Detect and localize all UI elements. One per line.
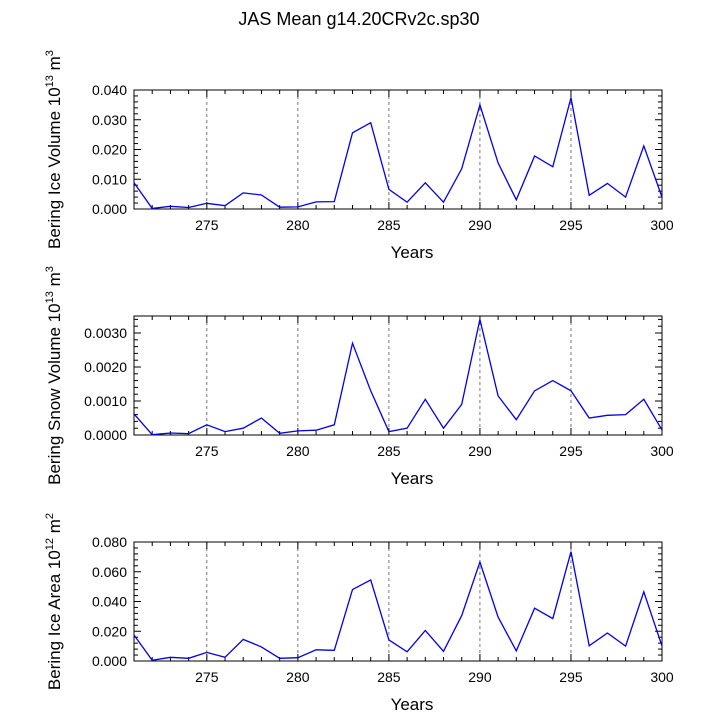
y-axis-title-exponent: 13 <box>44 75 56 87</box>
y-axis-title-unit: m <box>45 56 64 75</box>
y-tick-label: 0.060 <box>92 564 127 580</box>
panel-snow-volume: 275 280 285 290 295 300 0.0000 0.0010 0.0020 0.00… <box>44 266 674 488</box>
x-tick-label: 285 <box>377 217 401 233</box>
chart-panels: 275 280 285 290 295 300 0.000 0.010 0.020 0.030 0.… <box>44 50 674 714</box>
y-tick-label: 0.040 <box>92 594 127 610</box>
x-axis-title: Years <box>391 243 434 262</box>
x-tick-label: 300 <box>650 669 674 685</box>
y-axis-title: Bering Ice Area 1012 m2 <box>44 513 64 690</box>
y-tick-label: 0.020 <box>92 623 127 639</box>
x-tick-label: 300 <box>650 443 674 459</box>
y-tick-label: 0.040 <box>92 82 127 98</box>
x-tick-label: 280 <box>286 217 310 233</box>
y-tick-label: 0.0020 <box>84 359 127 375</box>
y-tick-label: 0.0030 <box>84 325 127 341</box>
x-tick-label: 285 <box>377 669 401 685</box>
y-axis-title-exponent: 12 <box>44 538 56 550</box>
chart-title: JAS Mean g14.20CRv2c.sp30 <box>238 9 479 29</box>
plot-frame <box>133 315 663 436</box>
y-axis-title-unit-exponent: 2 <box>44 513 56 519</box>
y-axis-title-text: Bering Snow Volume 10 <box>45 303 64 484</box>
y-tick-label: 0.0010 <box>84 393 127 409</box>
y-axis-title-text: Bering Ice Area 10 <box>45 550 64 690</box>
x-tick-label: 280 <box>286 669 310 685</box>
x-tick-label: 275 <box>195 217 219 233</box>
panel-ice-area: 275 280 285 290 295 300 0.000 0.020 0.040 0.060 0.… <box>44 513 674 714</box>
series-line-ice-area <box>133 551 663 662</box>
x-tick-label: 295 <box>559 669 583 685</box>
y-tick-label: 0.000 <box>92 653 127 669</box>
panel-ice-volume: 275 280 285 290 295 300 0.000 0.010 0.020 0.030 0.… <box>44 50 674 262</box>
x-tick-label: 290 <box>468 217 492 233</box>
y-axis-title-unit: m <box>45 272 64 291</box>
x-axis-title: Years <box>391 695 434 714</box>
x-tick-label: 285 <box>377 443 401 459</box>
series-line-snow-volume <box>133 319 663 436</box>
y-tick-label: 0.010 <box>92 171 127 187</box>
x-axis-title: Years <box>391 469 434 488</box>
x-tick-label: 290 <box>468 443 492 459</box>
y-axis-title-unit-exponent: 3 <box>44 266 56 272</box>
x-tick-label: 280 <box>286 443 310 459</box>
series-line-ice-volume <box>133 97 663 210</box>
y-tick-label: 0.030 <box>92 112 127 128</box>
x-tick-label: 290 <box>468 669 492 685</box>
x-tick-label: 300 <box>650 217 674 233</box>
x-tick-label: 295 <box>559 443 583 459</box>
plot-frame <box>133 89 663 210</box>
y-axis-title-exponent: 13 <box>44 291 56 303</box>
y-axis-title: Bering Snow Volume 1013 m3 <box>44 266 64 485</box>
y-axis-title-unit-exponent: 3 <box>44 50 56 56</box>
y-axis-title-text: Bering Ice Volume 10 <box>45 87 64 249</box>
y-tick-label: 0.080 <box>92 534 127 550</box>
x-tick-label: 275 <box>195 443 219 459</box>
x-tick-label: 275 <box>195 669 219 685</box>
y-axis-title-unit: m <box>45 519 64 538</box>
x-tick-label: 295 <box>559 217 583 233</box>
plot-frame <box>133 541 663 662</box>
y-tick-label: 0.020 <box>92 142 127 158</box>
y-tick-label: 0.000 <box>92 201 127 217</box>
y-axis-title: Bering Ice Volume 1013 m3 <box>44 50 64 249</box>
y-tick-label: 0.0000 <box>84 427 127 443</box>
